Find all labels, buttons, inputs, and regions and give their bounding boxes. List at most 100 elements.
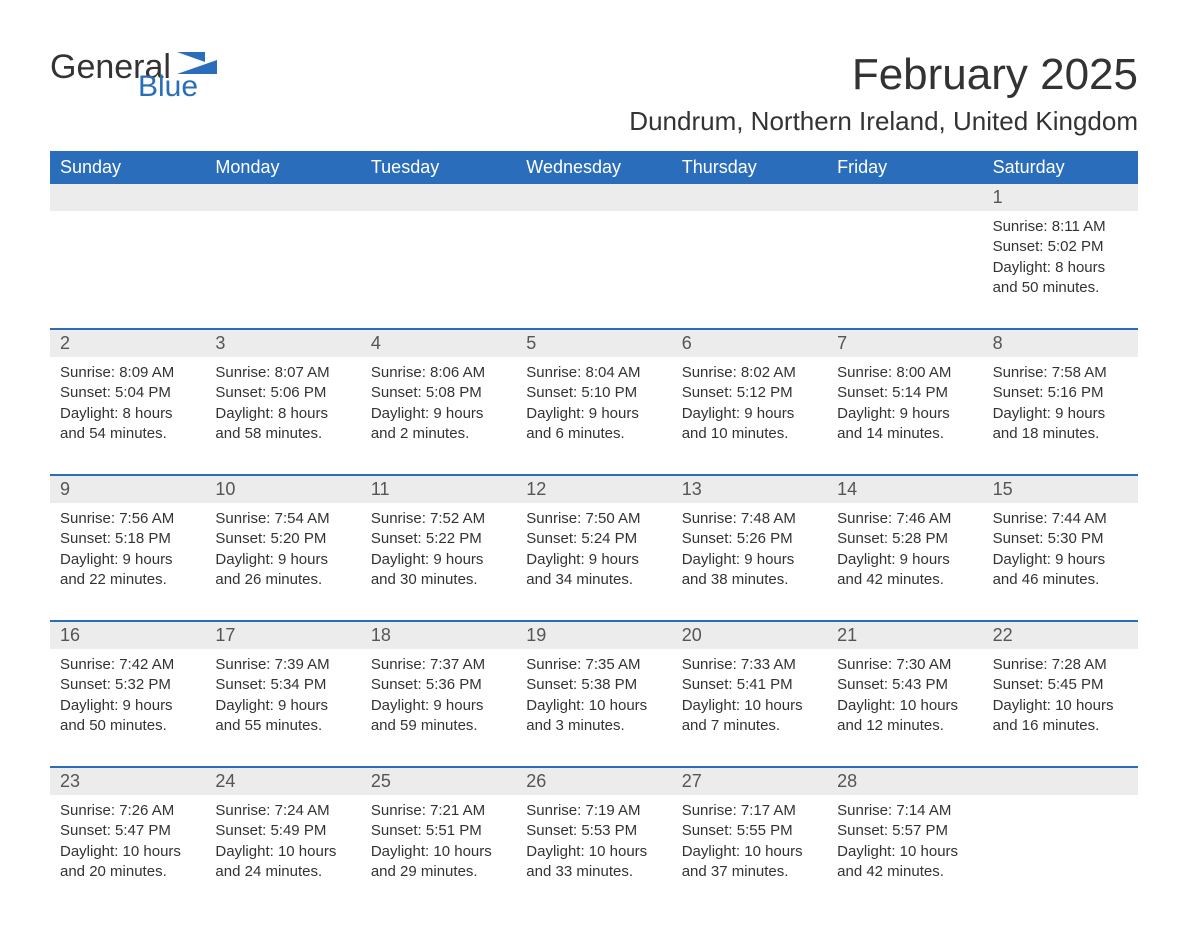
sunrise-text: Sunrise: 7:35 AM	[526, 655, 661, 675]
day-number	[983, 768, 1138, 795]
sunset-text: Sunset: 5:38 PM	[526, 675, 661, 695]
daylight-text: Daylight: 9 hours and 34 minutes.	[526, 550, 661, 591]
day-header: Sunday	[50, 151, 205, 184]
daylight-text: Daylight: 9 hours and 14 minutes.	[837, 404, 972, 445]
day-number: 26	[516, 768, 671, 795]
day-number: 9	[50, 476, 205, 503]
week-row: Sunrise: 8:11 AMSunset: 5:02 PMDaylight:…	[50, 211, 1138, 328]
sunrise-text: Sunrise: 8:11 AM	[993, 217, 1128, 237]
daylight-text: Daylight: 10 hours and 24 minutes.	[215, 842, 350, 883]
sunrise-text: Sunrise: 8:06 AM	[371, 363, 506, 383]
daylight-text: Daylight: 10 hours and 33 minutes.	[526, 842, 661, 883]
day-header: Monday	[205, 151, 360, 184]
sunset-text: Sunset: 5:16 PM	[993, 383, 1128, 403]
day-cell: Sunrise: 7:58 AMSunset: 5:16 PMDaylight:…	[983, 357, 1138, 474]
day-number: 19	[516, 622, 671, 649]
day-cell: Sunrise: 7:46 AMSunset: 5:28 PMDaylight:…	[827, 503, 982, 620]
daylight-text: Daylight: 10 hours and 3 minutes.	[526, 696, 661, 737]
daylight-text: Daylight: 9 hours and 6 minutes.	[526, 404, 661, 445]
day-number: 11	[361, 476, 516, 503]
daylight-text: Daylight: 10 hours and 42 minutes.	[837, 842, 972, 883]
day-cell: Sunrise: 7:17 AMSunset: 5:55 PMDaylight:…	[672, 795, 827, 912]
day-cell: Sunrise: 7:24 AMSunset: 5:49 PMDaylight:…	[205, 795, 360, 912]
day-header: Thursday	[672, 151, 827, 184]
day-number: 13	[672, 476, 827, 503]
day-cell: Sunrise: 7:56 AMSunset: 5:18 PMDaylight:…	[50, 503, 205, 620]
day-cell: Sunrise: 7:42 AMSunset: 5:32 PMDaylight:…	[50, 649, 205, 766]
sunrise-text: Sunrise: 7:30 AM	[837, 655, 972, 675]
day-cell	[983, 795, 1138, 912]
day-cell: Sunrise: 8:02 AMSunset: 5:12 PMDaylight:…	[672, 357, 827, 474]
daylight-text: Daylight: 9 hours and 18 minutes.	[993, 404, 1128, 445]
sunrise-text: Sunrise: 8:02 AM	[682, 363, 817, 383]
daylight-text: Daylight: 9 hours and 38 minutes.	[682, 550, 817, 591]
day-number: 16	[50, 622, 205, 649]
daylight-text: Daylight: 8 hours and 54 minutes.	[60, 404, 195, 445]
day-header: Friday	[827, 151, 982, 184]
day-cell: Sunrise: 8:11 AMSunset: 5:02 PMDaylight:…	[983, 211, 1138, 328]
day-cell: Sunrise: 7:14 AMSunset: 5:57 PMDaylight:…	[827, 795, 982, 912]
week-row: Sunrise: 7:42 AMSunset: 5:32 PMDaylight:…	[50, 649, 1138, 766]
daylight-text: Daylight: 9 hours and 55 minutes.	[215, 696, 350, 737]
day-cell: Sunrise: 8:07 AMSunset: 5:06 PMDaylight:…	[205, 357, 360, 474]
sunrise-text: Sunrise: 7:56 AM	[60, 509, 195, 529]
daylight-text: Daylight: 9 hours and 50 minutes.	[60, 696, 195, 737]
day-number	[50, 184, 205, 211]
sunset-text: Sunset: 5:22 PM	[371, 529, 506, 549]
sunrise-text: Sunrise: 7:52 AM	[371, 509, 506, 529]
daylight-text: Daylight: 10 hours and 29 minutes.	[371, 842, 506, 883]
sunset-text: Sunset: 5:18 PM	[60, 529, 195, 549]
day-cell: Sunrise: 7:33 AMSunset: 5:41 PMDaylight:…	[672, 649, 827, 766]
sunset-text: Sunset: 5:49 PM	[215, 821, 350, 841]
sunset-text: Sunset: 5:43 PM	[837, 675, 972, 695]
sunrise-text: Sunrise: 7:19 AM	[526, 801, 661, 821]
day-cell: Sunrise: 7:48 AMSunset: 5:26 PMDaylight:…	[672, 503, 827, 620]
day-number: 27	[672, 768, 827, 795]
sunrise-text: Sunrise: 8:00 AM	[837, 363, 972, 383]
day-cell: Sunrise: 7:44 AMSunset: 5:30 PMDaylight:…	[983, 503, 1138, 620]
sunrise-text: Sunrise: 7:28 AM	[993, 655, 1128, 675]
day-cell: Sunrise: 7:30 AMSunset: 5:43 PMDaylight:…	[827, 649, 982, 766]
sunrise-text: Sunrise: 7:39 AM	[215, 655, 350, 675]
month-title: February 2025	[629, 50, 1138, 100]
sunset-text: Sunset: 5:24 PM	[526, 529, 661, 549]
sunset-text: Sunset: 5:41 PM	[682, 675, 817, 695]
location-subtitle: Dundrum, Northern Ireland, United Kingdo…	[629, 106, 1138, 137]
day-number	[516, 184, 671, 211]
sunrise-text: Sunrise: 7:50 AM	[526, 509, 661, 529]
day-cell: Sunrise: 7:50 AMSunset: 5:24 PMDaylight:…	[516, 503, 671, 620]
sunset-text: Sunset: 5:10 PM	[526, 383, 661, 403]
sunset-text: Sunset: 5:55 PM	[682, 821, 817, 841]
day-cell: Sunrise: 7:21 AMSunset: 5:51 PMDaylight:…	[361, 795, 516, 912]
day-cell: Sunrise: 7:54 AMSunset: 5:20 PMDaylight:…	[205, 503, 360, 620]
daylight-text: Daylight: 9 hours and 10 minutes.	[682, 404, 817, 445]
day-header: Tuesday	[361, 151, 516, 184]
day-number-row: 2345678	[50, 328, 1138, 357]
daylight-text: Daylight: 10 hours and 20 minutes.	[60, 842, 195, 883]
logo-text-blue: Blue	[138, 72, 198, 102]
sunset-text: Sunset: 5:20 PM	[215, 529, 350, 549]
day-cell	[361, 211, 516, 328]
sunset-text: Sunset: 5:45 PM	[993, 675, 1128, 695]
day-number: 28	[827, 768, 982, 795]
sunset-text: Sunset: 5:14 PM	[837, 383, 972, 403]
sunset-text: Sunset: 5:02 PM	[993, 237, 1128, 257]
daylight-text: Daylight: 8 hours and 50 minutes.	[993, 258, 1128, 299]
day-number: 25	[361, 768, 516, 795]
daylight-text: Daylight: 8 hours and 58 minutes.	[215, 404, 350, 445]
day-cell: Sunrise: 7:28 AMSunset: 5:45 PMDaylight:…	[983, 649, 1138, 766]
sunset-text: Sunset: 5:06 PM	[215, 383, 350, 403]
day-number: 12	[516, 476, 671, 503]
day-number: 8	[983, 330, 1138, 357]
page-header: General Blue February 2025 Dundrum, Nort…	[50, 50, 1138, 137]
sunset-text: Sunset: 5:51 PM	[371, 821, 506, 841]
day-number-row: 1	[50, 184, 1138, 211]
day-number	[361, 184, 516, 211]
day-cell	[672, 211, 827, 328]
day-number: 24	[205, 768, 360, 795]
day-number-row: 16171819202122	[50, 620, 1138, 649]
day-cell: Sunrise: 7:52 AMSunset: 5:22 PMDaylight:…	[361, 503, 516, 620]
day-number: 17	[205, 622, 360, 649]
day-cell	[827, 211, 982, 328]
daylight-text: Daylight: 9 hours and 30 minutes.	[371, 550, 506, 591]
